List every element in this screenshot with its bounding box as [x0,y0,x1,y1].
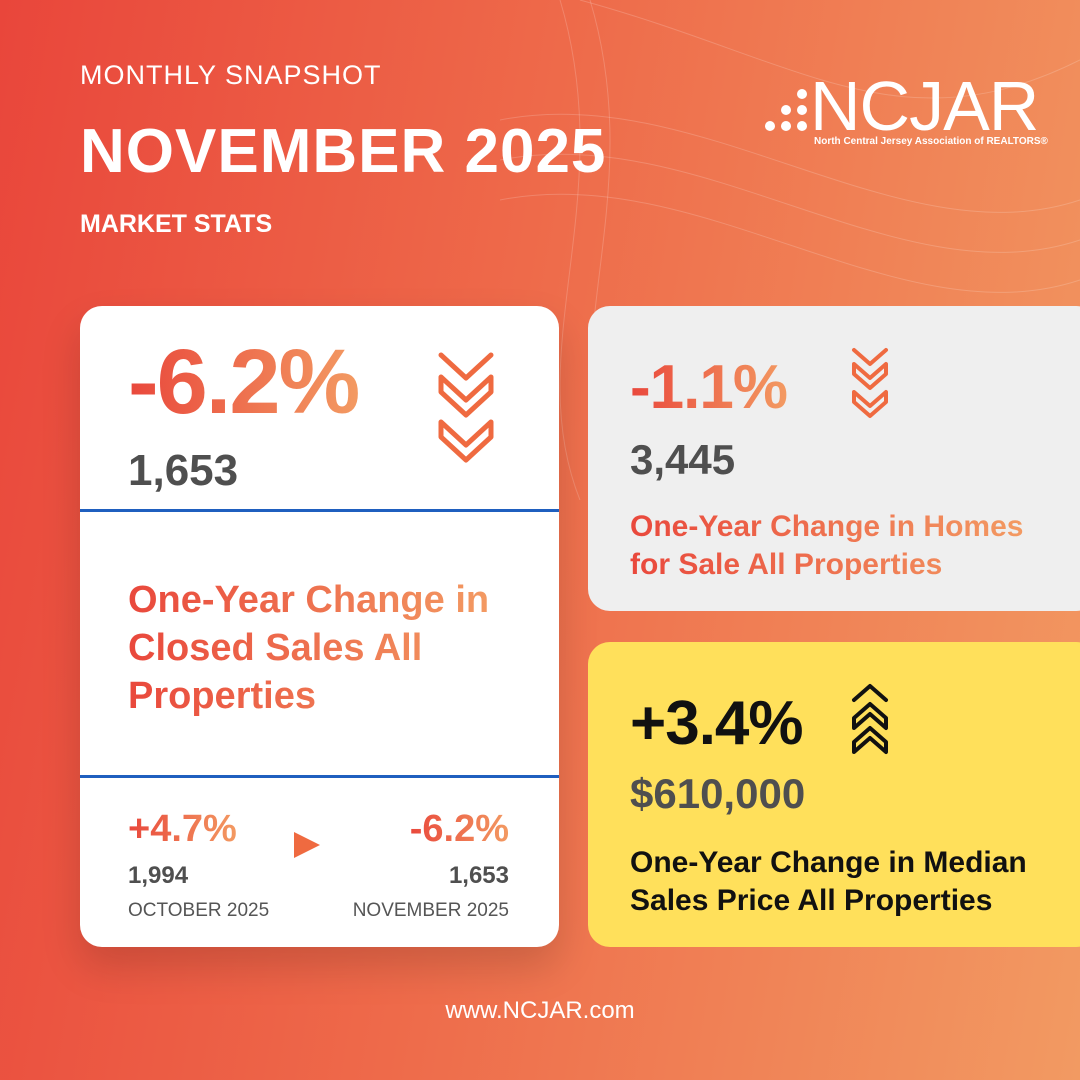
logo-tagline: North Central Jersey Association of REAL… [814,136,1048,147]
page-title: NOVEMBER 2025 [80,117,607,186]
closed-sales-label-line: One-Year Change in [128,579,490,621]
divider [80,509,559,512]
divider [80,775,559,778]
closed-sales-label-line: Properties [128,675,316,717]
homes-label-line: for Sale All Properties [630,548,943,581]
dots-icon [765,89,807,131]
median-label-line: Sales Price All Properties [630,884,993,917]
prev-change: +4.7% [128,808,237,850]
decorative-lines [500,0,1080,500]
closed-sales-change: -6.2% [128,331,360,433]
prev-count: 1,994 [128,862,189,889]
curr-period: NOVEMBER 2025 [352,900,509,921]
ncjar-logo: NCJAR North Central Jersey Association o… [752,67,1048,154]
subtitle: MARKET STATS [80,210,273,238]
median-price-value: $610,000 [630,770,806,817]
triple-chevron-down-icon [438,352,494,463]
curr-change: -6.2% [409,808,509,850]
play-arrow-icon [294,832,320,858]
homes-for-sale-change: -1.1% [630,353,788,422]
closed-sales-label-line: Closed Sales All [128,627,423,669]
closed-sales-card: -6.2% 1,653 One-Year Change in Closed Sa… [80,306,559,947]
kicker: MONTHLY SNAPSHOT [80,60,382,90]
logo-text: NCJAR [810,67,1039,145]
website-link[interactable]: www.NCJAR.com [445,997,635,1024]
median-price-change: +3.4% [630,689,804,758]
homes-for-sale-card: -1.1% 3,445 One-Year Change in Homes for… [588,306,1080,611]
triple-chevron-up-icon [852,684,888,754]
triple-chevron-down-icon [852,348,888,418]
median-price-card: +3.4% $610,000 One-Year Change in Median… [588,642,1080,947]
prev-period: OCTOBER 2025 [128,900,270,921]
homes-label-line: One-Year Change in Homes [630,510,1024,543]
closed-sales-count: 1,653 [128,446,239,495]
median-label-line: One-Year Change in Median [630,846,1027,879]
curr-count: 1,653 [448,862,509,889]
homes-for-sale-count: 3,445 [630,436,736,483]
